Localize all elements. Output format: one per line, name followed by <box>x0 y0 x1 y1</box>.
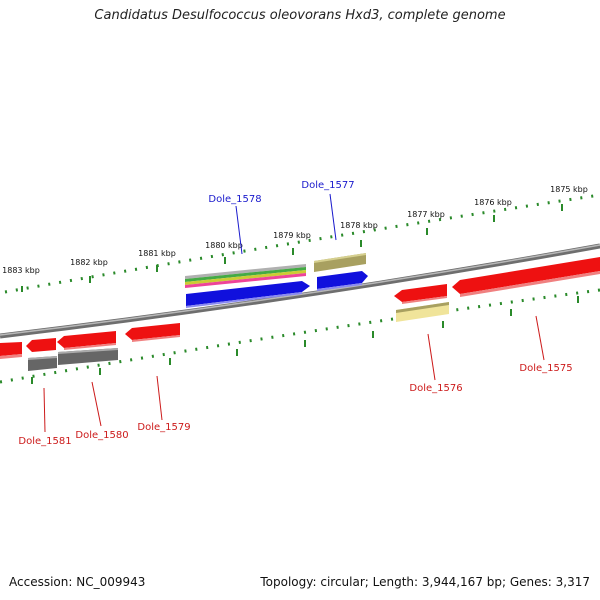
kbp-label: 1883 kbp <box>2 266 40 275</box>
gene-label-dole-1576[interactable]: Dole_1576 <box>409 383 462 394</box>
kbp-label: 1875 kbp <box>550 185 588 194</box>
gene-label-dole-1575[interactable]: Dole_1575 <box>519 363 572 374</box>
gene-dole-1575[interactable] <box>452 257 600 297</box>
kbp-label: 1878 kbp <box>340 221 378 230</box>
outer-tick-track <box>4 193 600 294</box>
kbp-label: 1880 kbp <box>205 241 243 250</box>
gene-dole-1579[interactable] <box>125 323 180 342</box>
gene-label-dole-1581[interactable]: Dole_1581 <box>18 436 71 447</box>
gene-label-dole-1580[interactable]: Dole_1580 <box>75 430 128 441</box>
accession-text: Accession: NC_009943 <box>9 575 146 589</box>
gene-label-dole-1579[interactable]: Dole_1579 <box>137 422 190 433</box>
genome-backbone <box>0 243 600 339</box>
gene-dole-1577 <box>317 271 368 289</box>
gene-dole-1578-features[interactable] <box>185 264 310 308</box>
kbp-label: 1876 kbp <box>474 198 512 207</box>
label-leaders <box>43 193 545 433</box>
gene-dole-1580[interactable] <box>57 331 118 365</box>
gene-dole-1577-features[interactable] <box>314 253 368 291</box>
gene-dole-1581[interactable] <box>0 338 57 371</box>
genome-summary-text: Topology: circular; Length: 3,944,167 bp… <box>260 575 590 589</box>
kbp-label: 1877 kbp <box>407 210 445 219</box>
gene-dole-1576[interactable] <box>394 284 449 322</box>
kbp-label: 1882 kbp <box>70 258 108 267</box>
kbp-label: 1881 kbp <box>138 249 176 258</box>
kbp-label: 1879 kbp <box>273 231 311 240</box>
gene-label-dole-1578[interactable]: Dole_1578 <box>208 194 261 205</box>
gene-dole-1578 <box>186 281 310 306</box>
major-ticks <box>21 204 579 384</box>
gene-label-dole-1577[interactable]: Dole_1577 <box>301 180 354 191</box>
map-title: Candidatus Desulfococcus oleovorans Hxd3… <box>94 8 506 23</box>
